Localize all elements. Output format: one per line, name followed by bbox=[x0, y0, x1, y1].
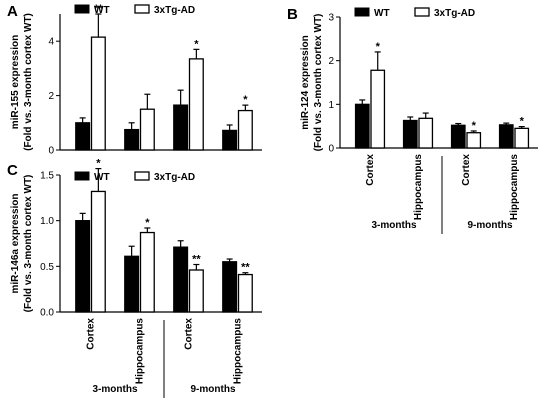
y-axis-label: miR-155 expression bbox=[10, 35, 21, 130]
significance-marker: * bbox=[472, 120, 477, 132]
panel-letter: B bbox=[287, 6, 298, 23]
y-tick-label: 1 bbox=[328, 100, 334, 111]
y-axis-label: miR-146a expression bbox=[10, 193, 21, 293]
category-label: Cortex bbox=[86, 318, 97, 350]
bar-wt bbox=[498, 124, 514, 149]
significance-marker: * bbox=[96, 158, 101, 170]
bar-3xtg bbox=[466, 132, 482, 149]
bar-3xtg bbox=[418, 117, 434, 149]
category-label: Cortex bbox=[184, 318, 195, 350]
significance-marker: * bbox=[243, 94, 248, 106]
bar-wt bbox=[402, 119, 418, 149]
category-label: Hippocampus bbox=[509, 154, 520, 221]
legend-label-3xtg: 3xTg-AD bbox=[434, 8, 475, 19]
panel-letter: C bbox=[7, 162, 18, 179]
significance-marker: * bbox=[145, 217, 150, 229]
bar-3xtg bbox=[188, 269, 204, 313]
y-tick-label: 2 bbox=[328, 56, 334, 67]
y-tick-label: 3 bbox=[328, 13, 334, 24]
bar-3xtg bbox=[90, 36, 106, 151]
y-axis-label-line2: (Fold vs. 3-month cortex WT) bbox=[23, 175, 34, 313]
legend-swatch-wt bbox=[354, 7, 370, 17]
bar-wt bbox=[222, 129, 238, 151]
y-axis-label-line2: (Fold vs. 3-month cortex WT) bbox=[313, 14, 324, 152]
bar-3xtg bbox=[237, 273, 253, 313]
legend-label-3xtg: 3xTg-AD bbox=[154, 172, 195, 183]
panel-a: A 0 2 4 miR-155 expression (Fold vs. 3-month … bbox=[7, 3, 262, 157]
bar-wt bbox=[173, 104, 189, 151]
y-tick-label: 4 bbox=[48, 37, 54, 48]
legend-label-wt: WT bbox=[94, 172, 110, 183]
y-tick-label: 1.5 bbox=[40, 171, 54, 182]
bar-3xtg bbox=[370, 69, 386, 149]
bar-wt bbox=[124, 128, 140, 151]
bar-wt bbox=[75, 122, 91, 151]
legend-label-wt: WT bbox=[94, 5, 110, 16]
bar-3xtg bbox=[188, 58, 204, 151]
y-tick-label: 0 bbox=[328, 144, 334, 155]
panel-letter: A bbox=[7, 3, 18, 20]
legend-swatch-3xtg bbox=[414, 7, 430, 17]
group-label-9-months: 9-months bbox=[191, 384, 236, 395]
bar-3xtg bbox=[514, 127, 530, 149]
y-tick-label: 0.5 bbox=[40, 262, 54, 273]
y-tick-label: 2 bbox=[48, 91, 54, 102]
bar-wt bbox=[222, 261, 238, 313]
legend-swatch-wt bbox=[74, 4, 90, 14]
bar-wt bbox=[75, 220, 91, 313]
y-axis-label: miR-124 expression bbox=[300, 35, 311, 130]
category-label: Hippocampus bbox=[135, 318, 146, 385]
group-label-9-months: 9-months bbox=[468, 220, 513, 231]
significance-marker: ** bbox=[192, 254, 201, 266]
category-label: Hippocampus bbox=[233, 318, 244, 385]
significance-marker: ** bbox=[94, 3, 103, 15]
category-label: Cortex bbox=[365, 154, 376, 186]
y-tick-label: 1.0 bbox=[40, 216, 54, 227]
panel-c: C 0.0 0.5 1.0 1.5 miR-146a expression (Fold vs… bbox=[7, 158, 262, 398]
significance-marker: ** bbox=[241, 262, 250, 274]
bar-wt bbox=[173, 246, 189, 313]
legend-swatch-wt bbox=[74, 171, 90, 181]
significance-marker: * bbox=[194, 38, 199, 50]
y-axis-label-line2: (Fold vs. 3-month cortex WT) bbox=[23, 13, 34, 151]
panel-b: B 0 1 2 3 miR-124 expression (Fold vs. 3-month… bbox=[287, 6, 538, 234]
legend-swatch-3xtg bbox=[134, 4, 150, 14]
legend-label-wt: WT bbox=[374, 8, 390, 19]
bar-3xtg bbox=[90, 190, 106, 313]
bar-wt bbox=[450, 124, 466, 149]
bar-3xtg bbox=[139, 108, 155, 151]
group-label-3-months: 3-months bbox=[372, 220, 417, 231]
y-tick-label: 0.0 bbox=[40, 308, 54, 319]
bar-wt bbox=[124, 255, 140, 313]
bar-3xtg bbox=[139, 231, 155, 313]
group-label-3-months: 3-months bbox=[93, 384, 138, 395]
significance-marker: * bbox=[376, 41, 381, 53]
category-label: Cortex bbox=[461, 154, 472, 186]
significance-marker: * bbox=[520, 116, 525, 128]
bar-3xtg bbox=[237, 109, 253, 151]
legend-label-3xtg: 3xTg-AD bbox=[154, 5, 195, 16]
legend-swatch-3xtg bbox=[134, 171, 150, 181]
y-tick-label: 0 bbox=[48, 146, 54, 157]
bar-wt bbox=[354, 103, 370, 149]
category-label: Hippocampus bbox=[413, 154, 424, 221]
